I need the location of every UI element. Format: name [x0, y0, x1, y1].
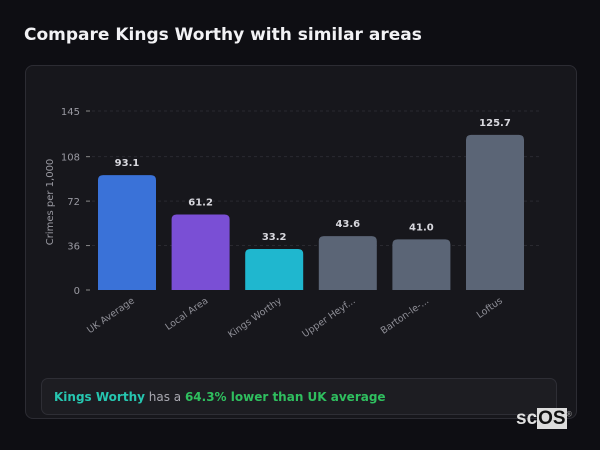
y-axis-label: Crimes per 1,000: [45, 159, 56, 246]
y-tick-label: 36: [67, 242, 80, 253]
page-title: Compare Kings Worthy with similar areas: [24, 25, 422, 45]
bar-upper-heyf-: [318, 236, 377, 290]
data-label: 93.1: [115, 158, 140, 169]
scos-logo: scOS®: [516, 408, 572, 429]
bar-kings-worthy: [245, 249, 304, 290]
note-subject: Kings Worthy: [54, 390, 145, 404]
data-label: 33.2: [262, 232, 287, 243]
bar-loftus: [466, 134, 524, 290]
bar-uk-average: [98, 175, 156, 290]
x-tick-label: Barton-le-...: [379, 295, 431, 336]
x-tick-label: Kings Worthy: [226, 295, 284, 340]
x-tick-label: UK Average: [85, 295, 137, 336]
x-tick-label: Local Area: [163, 295, 210, 332]
x-tick-label: Upper Heyf...: [300, 295, 357, 340]
note-highlight: 64.3% lower than UK average: [184, 390, 386, 404]
y-tick-label: 145: [61, 107, 80, 118]
bar-barton-le-: [392, 239, 451, 290]
data-label: 125.7: [479, 118, 511, 129]
summary-note: Kings Worthy has a 64.3% lower than UK a…: [41, 378, 557, 415]
data-label: 43.6: [335, 219, 360, 230]
note-middle: has a: [144, 390, 185, 404]
y-tick-label: 108: [61, 153, 80, 164]
x-tick-label: Loftus: [475, 295, 505, 321]
data-label: 41.0: [409, 222, 434, 233]
y-tick-label: 0: [74, 286, 80, 297]
bar-local-area: [171, 214, 230, 290]
data-label: 61.2: [188, 197, 213, 208]
y-tick-label: 72: [67, 197, 80, 208]
